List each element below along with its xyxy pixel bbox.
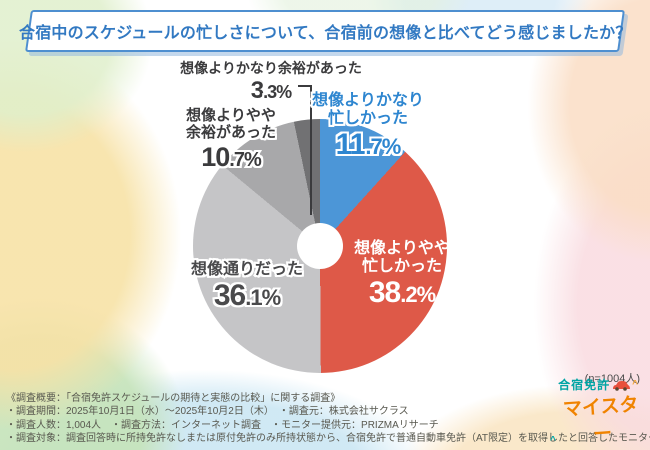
brand-logo: 合宿免許 ^ ^ マイスター [550,376,646,446]
segment-label-text: 想像よりかなり [310,90,426,111]
segment-label-text: 余裕があった [184,122,278,143]
survey-line: ・調査期間：2025年10月1日（水）～2025年10月2日（木） ・調査元：株… [6,406,409,418]
segment-value: 36.1% [212,277,283,314]
page-title: 合宿中のスケジュールの忙しさについて、合宿前の想像と比べてどう感じましたか？ [18,25,632,42]
segment-label-relaxed-somewhat: 想像よりやや 余裕があった 10.7% [184,105,278,174]
caret-icon: ^ [632,378,638,390]
segment-label-text: 忙しかった [361,258,442,276]
segment-label-text: 想像通りだった [189,259,305,280]
survey-outline: 《調査概要：「合宿免許スケジュールの期待と実態の比較」に関する調査》 ・調査期間… [6,392,650,446]
segment-value: 38.2% [368,276,436,310]
title-banner: 合宿中のスケジュールの忙しさについて、合宿前の想像と比べてどう感じましたか？ [19,10,631,52]
segment-label-busy-very: 想像よりかなり 忙しかった 11.7% [310,90,426,163]
segment-label-text: 想像よりかなり余裕があった [178,58,364,78]
segment-value: 10.7% [199,140,264,174]
caret-icon: ^ [550,435,556,446]
segment-value: 3.3% [249,75,294,106]
segment-label-text: 想像よりやや [354,240,450,257]
segment-label-relaxed-very: 想像よりかなり余裕があった 3.3% [178,58,364,106]
car-icon [613,380,631,391]
segment-label-as-expected: 想像通りだった 36.1% [189,259,305,314]
survey-heading: 《調査概要：「合宿免許スケジュールの期待と実態の比較」に関する調査》 [6,393,341,404]
survey-line: ・調査人数：1,004人 ・調査方法：インターネット調査 ・モニター提供元：PR… [6,419,439,431]
segment-label-text: 忙しかった [326,108,410,129]
segment-label-text: 想像よりやや [184,105,278,126]
brand-name-bottom: マイスター [562,394,639,446]
donut-hole [297,223,343,269]
segment-label-busy-somewhat: 想像よりやや 忙しかった 38.2% [354,240,450,310]
segment-value: 11.7% [334,126,404,163]
survey-line: ・調査対象：調査回答時に所持免許なしまたは原付免許のみ所持状態から、合宿免許で普… [6,433,650,445]
brand-name-top: 合宿免許 [558,378,611,392]
